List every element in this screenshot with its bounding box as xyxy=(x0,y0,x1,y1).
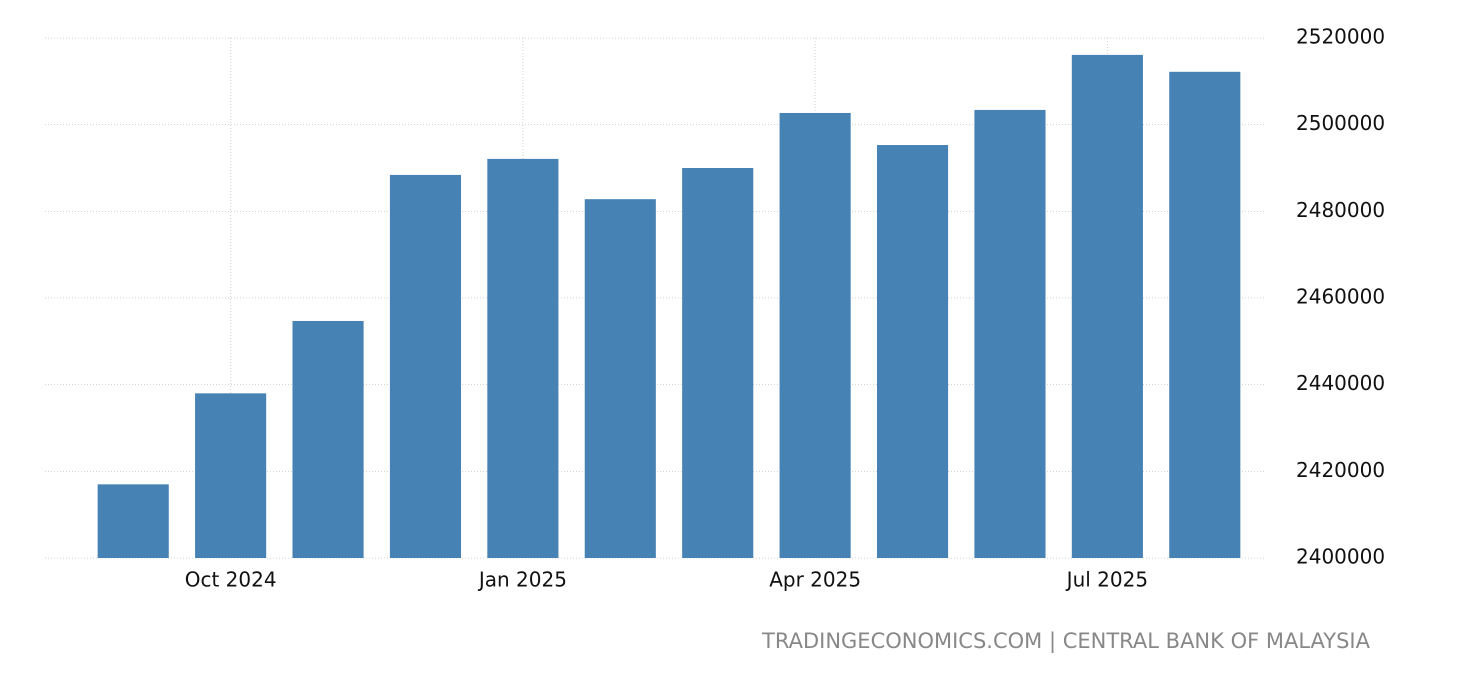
bar xyxy=(682,168,754,558)
bar xyxy=(974,109,1046,558)
bar xyxy=(389,174,462,558)
bar xyxy=(876,145,949,559)
bar xyxy=(1071,54,1143,559)
bar xyxy=(195,393,267,558)
bar xyxy=(487,158,559,558)
y-tick-label: 2440000 xyxy=(1296,371,1385,395)
y-tick-label: 2420000 xyxy=(1296,458,1385,482)
bar xyxy=(779,112,851,558)
y-tick-label: 2460000 xyxy=(1296,285,1385,309)
source-note: TRADINGECONOMICS.COM | CENTRAL BANK OF M… xyxy=(761,629,1371,654)
bar xyxy=(584,199,656,558)
bar xyxy=(292,320,364,558)
y-tick-label: 2480000 xyxy=(1296,198,1385,222)
x-tick-label: Jul 2025 xyxy=(1065,568,1148,592)
bar xyxy=(1169,71,1241,559)
x-tick-label: Jan 2025 xyxy=(477,568,567,592)
x-tick-label: Oct 2024 xyxy=(185,568,277,592)
y-tick-label: 2520000 xyxy=(1296,25,1385,49)
x-tick-label: Apr 2025 xyxy=(769,568,861,592)
y-tick-label: 2400000 xyxy=(1296,545,1385,569)
bar xyxy=(97,484,169,558)
y-tick-label: 2500000 xyxy=(1296,111,1385,135)
